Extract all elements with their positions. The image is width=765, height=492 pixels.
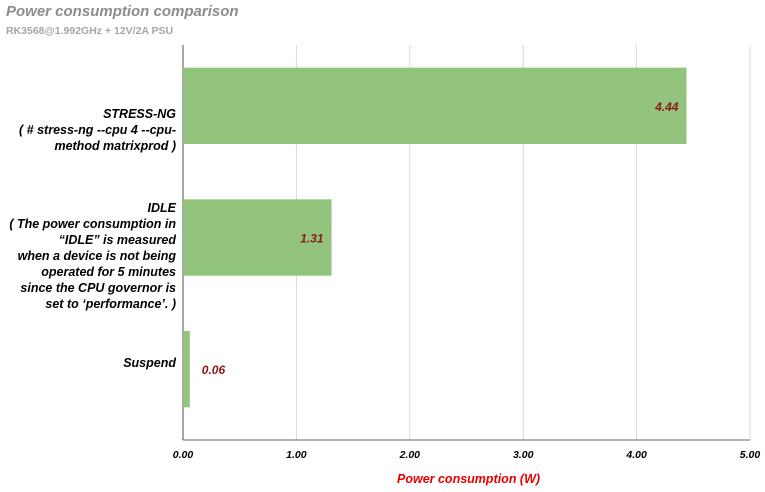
data-label: 4.44 [654, 100, 679, 114]
x-tick-label: 5.00 [740, 449, 761, 461]
data-label: 0.06 [202, 363, 226, 377]
chart-title: Power consumption comparison [6, 3, 239, 20]
category-label-stress-ng: STRESS-NG ( # stress-ng --cpu 4 --cpu- m… [19, 107, 176, 153]
bar [183, 199, 332, 276]
category-label-idle: IDLE ( The power consumption in “IDLE” i… [9, 201, 176, 311]
x-tick-label: 1.00 [286, 449, 307, 461]
bar [183, 330, 190, 408]
chart-subtitle: RK3568@1.992GHz + 12V/2A PSU [6, 25, 174, 37]
data-label: 1.31 [300, 232, 324, 246]
x-tick-label: 2.00 [399, 449, 421, 461]
x-axis-label: Power consumption (W) [397, 472, 541, 486]
category-label-suspend: Suspend [123, 356, 176, 370]
x-tick-label: 3.00 [513, 449, 534, 461]
x-tick-label: 0.00 [173, 449, 194, 461]
bar [183, 67, 687, 145]
x-tick-label: 4.00 [625, 449, 647, 461]
